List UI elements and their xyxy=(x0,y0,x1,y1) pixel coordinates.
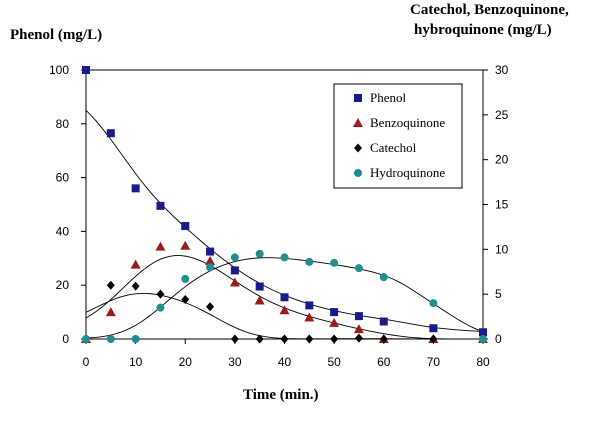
x-tick-label: 70 xyxy=(427,355,441,369)
hydroquinone-point xyxy=(230,253,239,262)
phenol-point xyxy=(255,282,264,291)
benzoquinone-point xyxy=(130,259,141,269)
x-tick-label: 0 xyxy=(83,355,90,369)
phenol-point xyxy=(230,266,239,275)
right-y-tick-label: 0 xyxy=(495,332,502,346)
hydroquinone-point xyxy=(330,258,339,267)
hydroquinone-point xyxy=(206,263,215,272)
legend-label-phenol: Phenol xyxy=(370,90,407,105)
benzoquinone-point xyxy=(304,312,315,322)
phenol-point xyxy=(354,312,363,321)
hydroquinone-point xyxy=(379,273,388,282)
hydroquinone-point xyxy=(131,335,140,343)
legend-marker-benzoquinone xyxy=(353,118,363,127)
x-tick-label: 80 xyxy=(476,355,490,369)
legend-label-catechol: Catechol xyxy=(370,140,417,155)
left-y-tick-label: 40 xyxy=(56,224,70,238)
x-tick-label: 30 xyxy=(228,355,242,369)
benzoquinone-point xyxy=(229,277,240,287)
series-phenol xyxy=(82,66,487,337)
phenol-point xyxy=(82,66,90,74)
catechol-point xyxy=(230,334,239,344)
phenol-point xyxy=(131,184,140,193)
right-y-tick-label: 30 xyxy=(495,63,509,77)
catechol-point xyxy=(330,334,339,344)
legend-marker-hydroquinone xyxy=(354,169,362,177)
catechol-point xyxy=(131,281,140,291)
benzoquinone-point xyxy=(205,255,216,265)
hydroquinone-point xyxy=(354,264,363,273)
phenol-point xyxy=(429,324,438,333)
series-hydroquinone xyxy=(82,249,487,343)
x-tick-label: 50 xyxy=(327,355,341,369)
right-y-tick-label: 5 xyxy=(495,287,502,301)
benzoquinone-point xyxy=(329,317,340,327)
hydroquinone-point xyxy=(429,299,438,308)
legend: Phenol Benzoquinone Catechol Hydroquinone xyxy=(333,83,463,189)
series-catechol xyxy=(82,280,487,344)
catechol-point xyxy=(280,334,289,344)
x-axis-title: Time (min.) xyxy=(243,387,319,403)
legend-marker-phenol xyxy=(354,94,362,102)
hydroquinone-point xyxy=(156,303,165,312)
phenol-point xyxy=(206,247,215,256)
catechol-point xyxy=(354,333,363,343)
catechol-point xyxy=(305,334,314,344)
right-y-tick-label: 15 xyxy=(495,198,509,212)
hydroquinone-point xyxy=(255,249,264,258)
benzoquinone-point xyxy=(180,240,191,250)
hydroquinone-point xyxy=(305,257,314,266)
benzoquinone-point xyxy=(279,305,290,315)
catechol-point xyxy=(379,334,388,344)
benzoquinone-point xyxy=(105,307,116,317)
right-y-tick-label: 10 xyxy=(495,242,509,256)
phenol-point xyxy=(280,293,289,302)
catechol-point xyxy=(255,334,264,344)
hydroquinone-point xyxy=(280,253,289,262)
x-tick-label: 10 xyxy=(129,355,143,369)
phenol-point xyxy=(379,317,388,326)
right-y-tick-label: 20 xyxy=(495,153,509,167)
catechol-point xyxy=(181,295,190,305)
hydroquinone-point xyxy=(479,335,487,343)
phenol-point xyxy=(156,201,165,210)
left-axis-title: Phenol (mg/L) xyxy=(10,27,103,43)
left-y-tick-label: 0 xyxy=(62,332,69,346)
catechol-point xyxy=(429,334,438,344)
catechol-point xyxy=(206,302,215,312)
catechol-point xyxy=(106,280,115,290)
x-tick-label: 40 xyxy=(278,355,292,369)
benzoquinone-point xyxy=(155,241,166,251)
legend-label-benzoquinone: Benzoquinone xyxy=(370,115,445,130)
phenol-point xyxy=(305,301,314,310)
x-tick-label: 60 xyxy=(377,355,391,369)
left-y-tick-label: 60 xyxy=(56,171,70,185)
legend-label-hydroquinone: Hydroquinone xyxy=(370,165,445,180)
left-y-tick-label: 80 xyxy=(56,117,70,131)
right-axis-title-line-2: hybroquinone (mg/L) xyxy=(414,22,552,38)
left-y-tick-label: 20 xyxy=(56,278,70,292)
benzoquinone-point xyxy=(254,295,265,305)
legend-marker-catechol xyxy=(354,143,362,153)
left-y-tick-label: 100 xyxy=(49,63,69,77)
phenol-point xyxy=(479,328,487,337)
series-benzoquinone xyxy=(81,240,488,343)
benzoquinone-point xyxy=(353,324,364,334)
axes: 0 10 20 30 40 50 60 70 80 0 20 40 60 80 100 0 5 10 15 20 25 3… xyxy=(49,63,509,369)
hydroquinone-point xyxy=(106,335,115,343)
data-markers xyxy=(81,66,488,344)
hydroquinone-point xyxy=(82,335,90,343)
x-tick-label: 20 xyxy=(179,355,193,369)
catechol-point xyxy=(156,289,165,299)
right-y-tick-label: 25 xyxy=(495,108,509,122)
phenol-point xyxy=(106,129,115,138)
phenol-point xyxy=(330,308,339,317)
right-axis-title-line-1: Catechol, Benzoquinone, xyxy=(410,2,569,18)
phenol-point xyxy=(181,222,190,231)
hydroquinone-point xyxy=(181,274,190,283)
